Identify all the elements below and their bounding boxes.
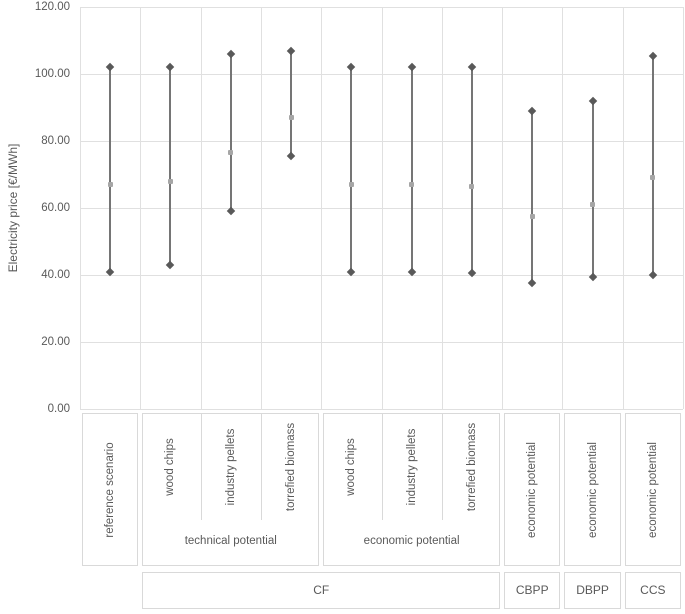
category-label: economic potential: [586, 441, 599, 538]
high-marker: [105, 63, 115, 72]
category-label: wood chips: [345, 438, 358, 496]
category-label: economic potential: [646, 441, 659, 538]
category-separator: [382, 414, 383, 520]
range-line: [169, 67, 172, 265]
scenario-group-label: DBPP: [576, 583, 609, 597]
category-label: torrefied biomass: [285, 422, 298, 512]
range-line: [410, 67, 413, 272]
average-marker: [167, 178, 173, 184]
y-tick-label: 60.00: [41, 202, 70, 214]
scenario-group-label: CF: [313, 583, 330, 597]
average-marker: [107, 182, 113, 188]
gridline-horizontal: [80, 275, 683, 276]
high-marker: [347, 63, 356, 72]
high-marker: [166, 63, 175, 72]
scenario-group-label: CCS: [640, 583, 666, 597]
group-label: technical potential: [184, 535, 277, 547]
range-line: [470, 67, 473, 274]
gridline-vertical: [442, 7, 443, 409]
gridline-vertical: [80, 7, 81, 409]
y-tick-label: 80.00: [41, 135, 70, 147]
scenario-group-label: CBPP: [515, 583, 549, 597]
high-marker: [648, 51, 658, 60]
category-box: [564, 413, 621, 566]
gridline-vertical: [261, 7, 262, 409]
range-line: [350, 67, 353, 272]
low-marker: [648, 270, 658, 280]
average-marker: [228, 150, 234, 156]
range-line: [229, 53, 232, 212]
y-tick-label: 40.00: [41, 269, 70, 281]
low-marker: [166, 260, 175, 270]
average-marker: [288, 115, 294, 121]
gridline-horizontal: [80, 74, 683, 75]
category-label: reference scenario: [104, 441, 117, 538]
range-line: [531, 110, 534, 284]
category-group-box: [323, 413, 501, 566]
range-line: [109, 67, 112, 272]
low-marker: [467, 269, 477, 278]
gridline-horizontal: [80, 208, 683, 209]
average-marker: [590, 202, 596, 208]
category-box: [504, 413, 561, 566]
average-marker: [469, 183, 475, 189]
low-marker: [286, 151, 296, 161]
y-tick-label: 20.00: [41, 336, 70, 348]
gridline-vertical: [683, 7, 684, 409]
scenario-group-box: CBPP: [504, 572, 561, 609]
scenario-group-box: CCS: [624, 572, 681, 609]
gridline-vertical: [562, 7, 563, 409]
high-marker: [588, 96, 597, 106]
gridline-vertical: [201, 7, 202, 409]
average-marker: [529, 213, 535, 219]
high-marker: [226, 49, 235, 59]
low-marker: [588, 272, 597, 281]
category-label: industry pellets: [224, 428, 237, 506]
low-marker: [528, 279, 537, 288]
range-line: [651, 55, 654, 275]
scenario-group-box: CF: [142, 572, 501, 609]
high-marker: [286, 46, 296, 55]
category-label: economic potential: [526, 441, 539, 538]
high-marker: [467, 63, 477, 72]
high-marker: [407, 63, 416, 72]
gridline-vertical: [382, 7, 383, 409]
category-separator: [442, 414, 443, 520]
gridline-vertical: [321, 7, 322, 409]
category-box: [624, 413, 681, 566]
gridline-vertical: [140, 7, 141, 409]
range-line: [290, 50, 293, 157]
scenario-group-box: DBPP: [564, 572, 621, 609]
gridline-horizontal: [80, 409, 683, 410]
range-line: [591, 100, 594, 277]
average-marker: [348, 182, 354, 188]
gridline-vertical: [502, 7, 503, 409]
gridline-vertical: [623, 7, 624, 409]
category-group-box: [142, 413, 320, 566]
category-box: [82, 413, 139, 566]
group-label: economic potential: [363, 535, 460, 547]
gridline-horizontal: [80, 7, 683, 8]
category-label: industry pellets: [405, 428, 418, 506]
category-label: wood chips: [164, 438, 177, 496]
gridline-horizontal: [80, 342, 683, 343]
category-separator: [201, 414, 202, 520]
y-tick-label: 0.00: [47, 403, 70, 415]
high-marker: [528, 106, 537, 116]
average-marker: [650, 175, 656, 181]
category-separator: [261, 414, 262, 520]
y-tick-label: 120.00: [34, 1, 70, 13]
category-label: torrefied biomass: [465, 422, 478, 512]
y-tick-label: 100.00: [34, 68, 70, 80]
gridline-horizontal: [80, 141, 683, 142]
average-marker: [409, 182, 415, 188]
